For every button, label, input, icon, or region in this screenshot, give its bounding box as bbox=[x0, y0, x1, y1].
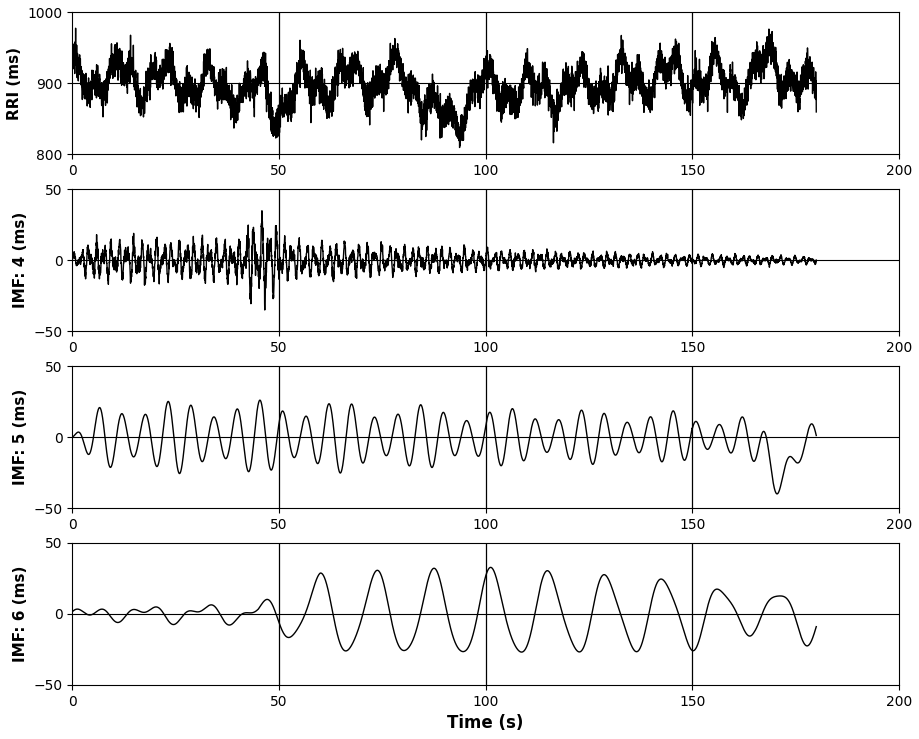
Y-axis label: IMF: 4 (ms): IMF: 4 (ms) bbox=[13, 212, 28, 308]
Y-axis label: RRI (ms): RRI (ms) bbox=[7, 47, 22, 120]
X-axis label: Time (s): Time (s) bbox=[448, 714, 524, 732]
Y-axis label: IMF: 6 (ms): IMF: 6 (ms) bbox=[13, 565, 28, 662]
Y-axis label: IMF: 5 (ms): IMF: 5 (ms) bbox=[13, 389, 28, 485]
